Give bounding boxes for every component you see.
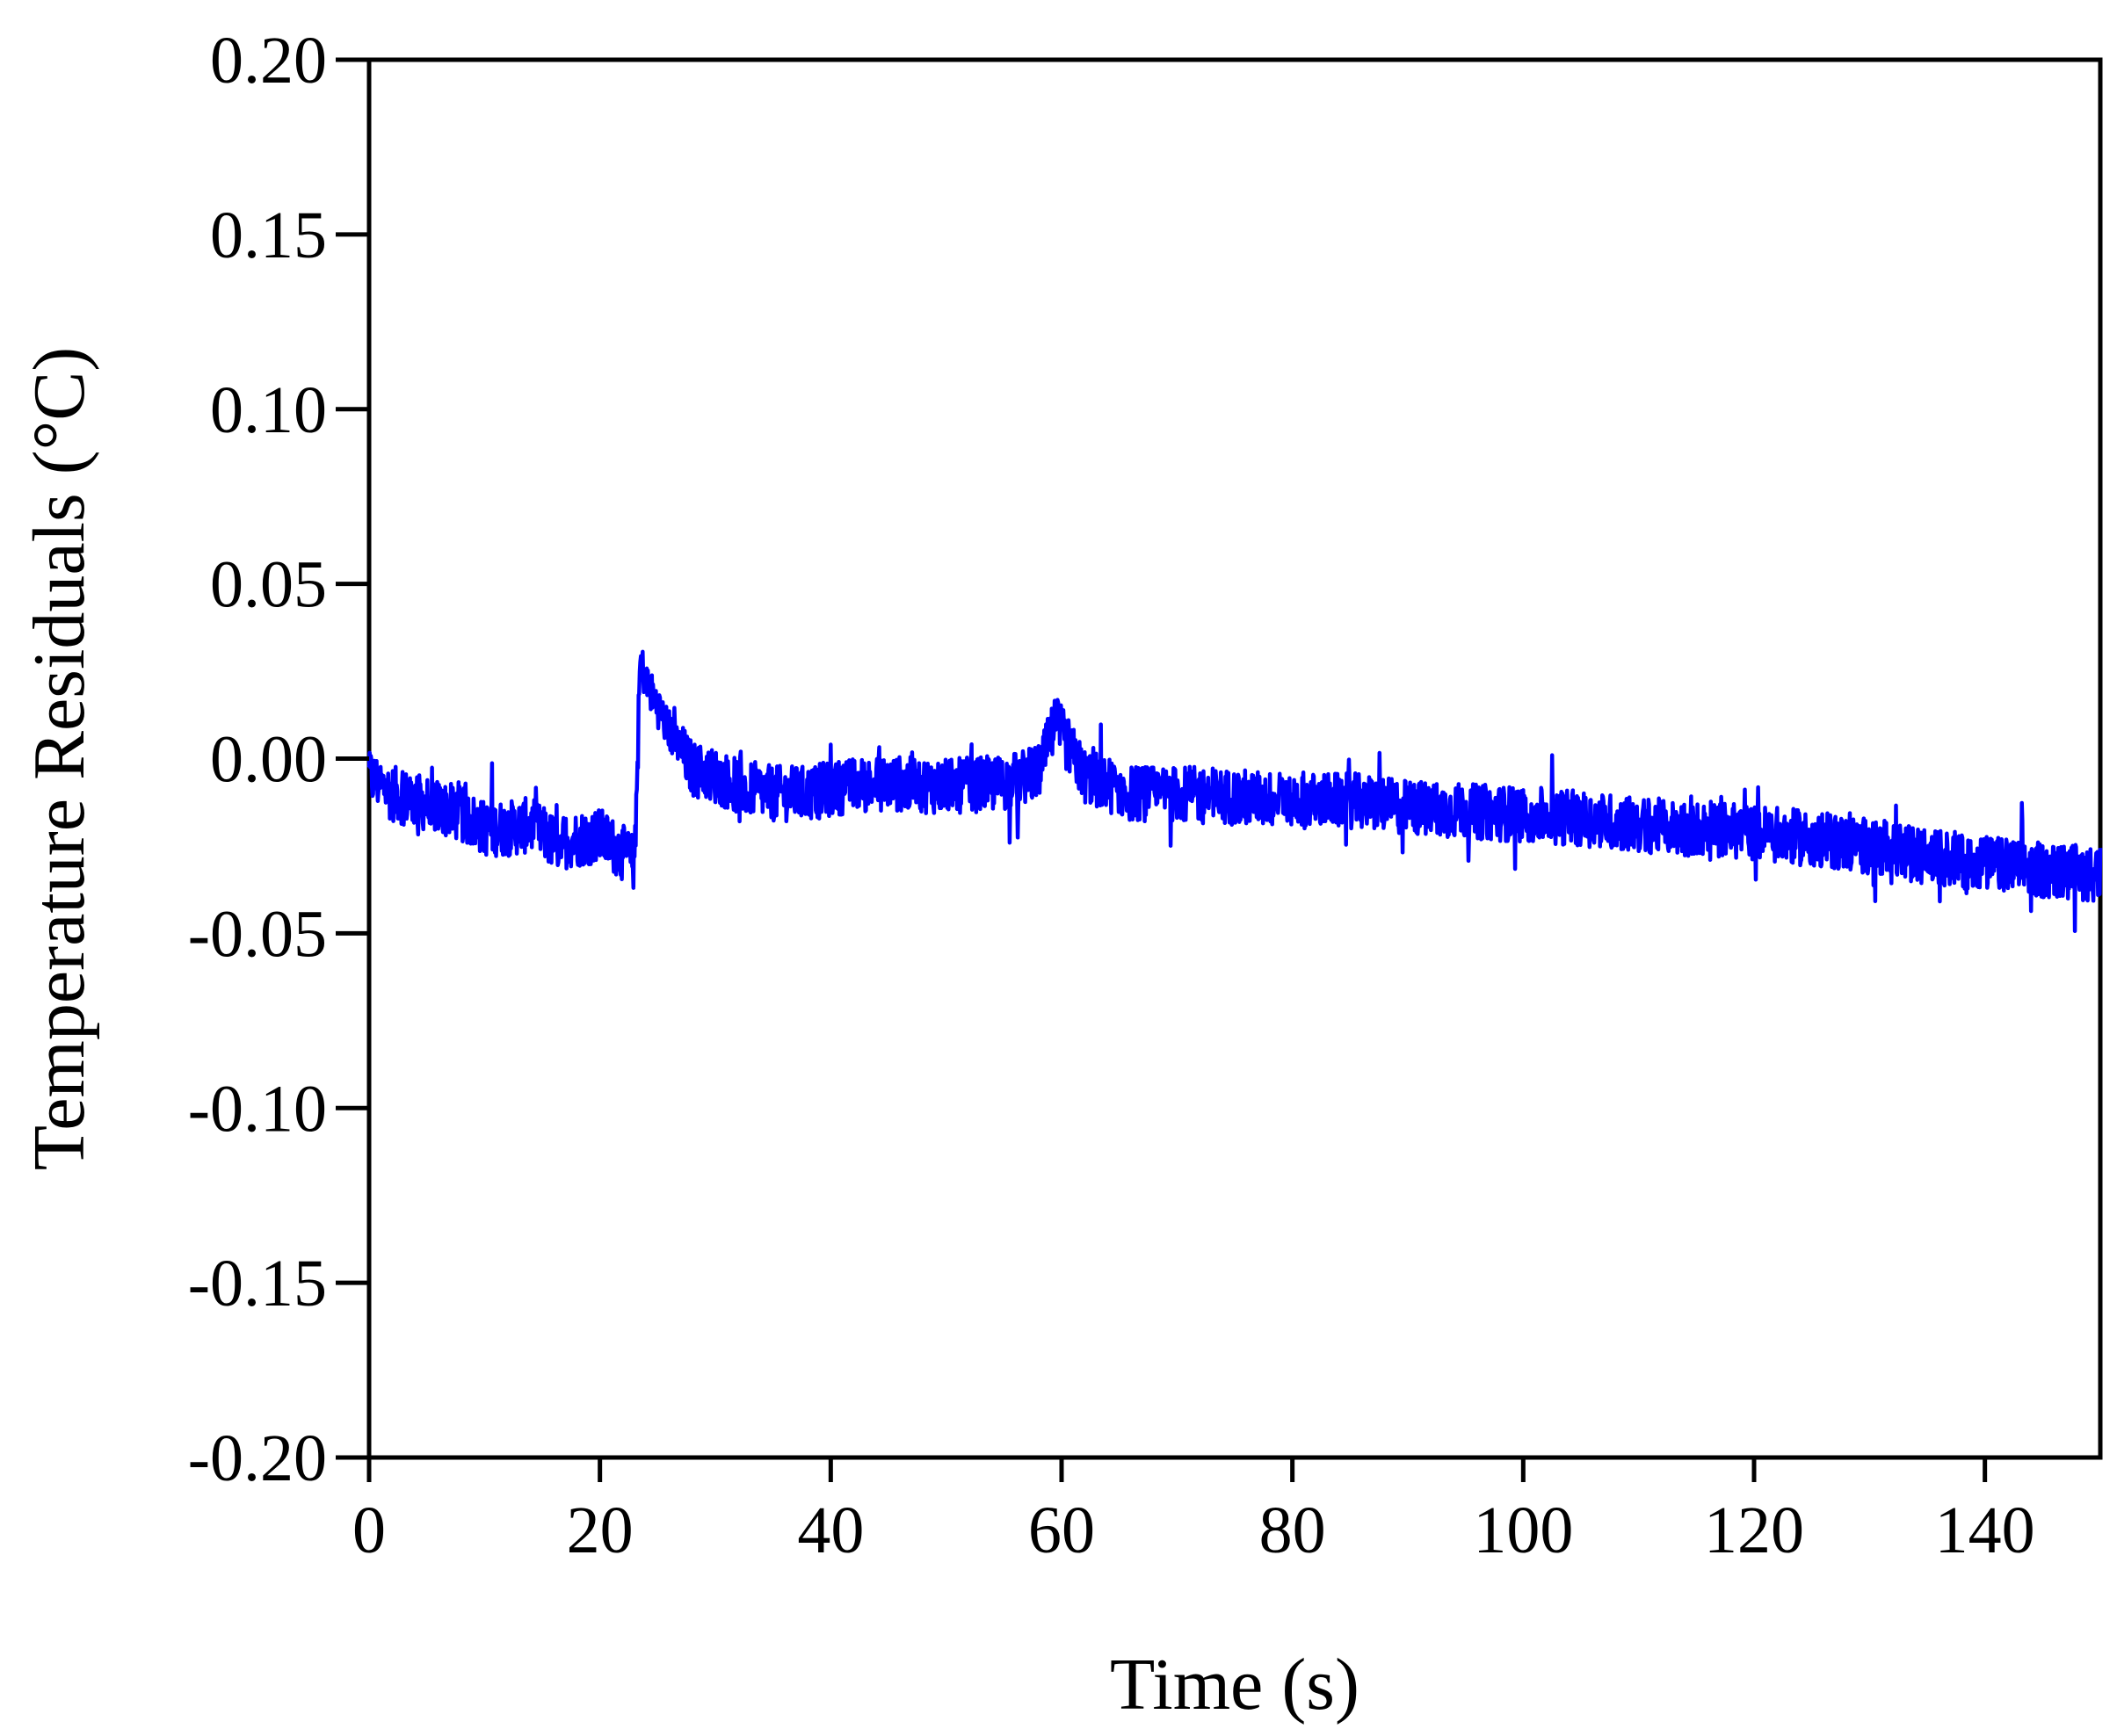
x-tick-label: 100	[1473, 1494, 1573, 1567]
plot-frame	[366, 57, 2103, 1460]
series-group	[366, 649, 2103, 934]
x-tick-label: 80	[1259, 1494, 1326, 1567]
y-axis: 0.20 0.15 0.10 0.05 0.00 -0.05 -0.10 -0.15 -0.20	[188, 24, 369, 1495]
y-tick-label: -0.20	[188, 1421, 327, 1495]
y-tick-label: 0.10	[210, 373, 327, 447]
y-tick-label: 0.05	[210, 548, 327, 622]
plot-frame-group	[366, 57, 2103, 1460]
x-tick-label: 20	[567, 1494, 634, 1567]
y-tick-label: -0.15	[188, 1247, 327, 1320]
x-tick-label: 0	[352, 1494, 386, 1567]
y-tick-label: 0.00	[210, 723, 327, 797]
x-axis-title: Time (s)	[1110, 1644, 1359, 1725]
series-line	[366, 649, 2103, 934]
y-tick-label: -0.05	[188, 897, 327, 971]
x-tick-label: 120	[1704, 1494, 1804, 1567]
y-tick-label: 0.20	[210, 24, 327, 98]
y-tick-label: -0.10	[188, 1072, 327, 1146]
y-tick-label: 0.15	[210, 199, 327, 272]
y-axis-title: Temperature Residuals (°C)	[18, 347, 100, 1170]
x-tick-label: 40	[797, 1494, 864, 1567]
x-tick-label: 60	[1028, 1494, 1095, 1567]
x-axis: 0 20 40 60 80 100 120 140	[352, 1458, 2035, 1567]
x-tick-label: 140	[1935, 1494, 2035, 1567]
